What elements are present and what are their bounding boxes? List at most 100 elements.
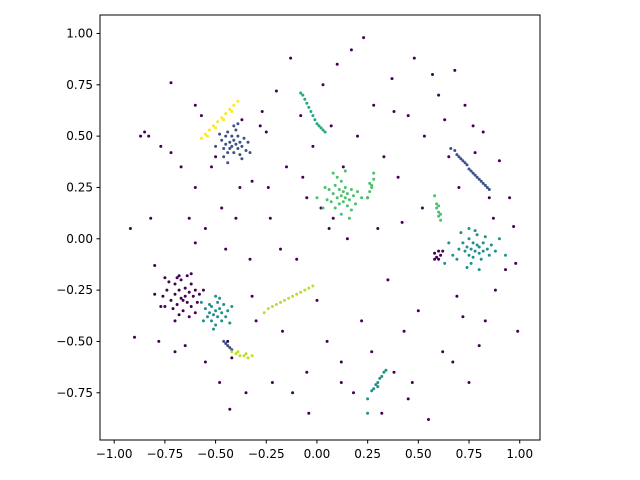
data-point bbox=[341, 165, 345, 169]
data-point bbox=[329, 200, 333, 204]
data-point bbox=[384, 368, 388, 372]
data-point bbox=[475, 175, 479, 179]
data-point bbox=[366, 397, 370, 401]
data-point bbox=[232, 124, 236, 128]
data-point bbox=[203, 132, 207, 136]
data-point bbox=[234, 142, 238, 146]
data-point bbox=[481, 181, 485, 185]
data-point bbox=[323, 130, 327, 134]
data-point bbox=[303, 288, 307, 292]
data-point bbox=[343, 196, 347, 200]
data-point bbox=[469, 247, 473, 251]
data-point bbox=[465, 163, 469, 167]
data-point bbox=[193, 288, 197, 292]
data-point bbox=[356, 134, 359, 138]
data-point bbox=[487, 188, 491, 191]
data-point bbox=[475, 243, 479, 247]
data-point bbox=[214, 144, 218, 148]
data-point bbox=[305, 101, 309, 105]
data-point bbox=[212, 327, 215, 331]
data-point bbox=[266, 307, 270, 311]
data-point bbox=[341, 190, 345, 194]
data-point bbox=[303, 97, 307, 101]
data-point bbox=[347, 216, 351, 220]
data-point bbox=[203, 360, 207, 364]
data-point bbox=[315, 122, 319, 126]
data-point bbox=[382, 370, 386, 374]
data-point bbox=[311, 144, 315, 148]
data-point bbox=[315, 298, 319, 302]
data-point bbox=[451, 253, 455, 257]
data-point bbox=[392, 370, 396, 374]
data-point bbox=[349, 48, 353, 52]
data-point bbox=[214, 294, 218, 298]
data-point bbox=[218, 132, 222, 136]
data-point bbox=[504, 268, 507, 272]
data-point bbox=[226, 339, 230, 343]
data-point bbox=[279, 247, 282, 251]
series-4 bbox=[315, 169, 443, 222]
data-point bbox=[187, 290, 191, 294]
data-point bbox=[173, 292, 177, 296]
data-point bbox=[479, 179, 483, 183]
data-point bbox=[325, 198, 329, 202]
data-point bbox=[345, 192, 349, 196]
data-point bbox=[301, 93, 305, 97]
data-point bbox=[396, 175, 400, 179]
data-point bbox=[311, 284, 315, 288]
data-point bbox=[220, 116, 224, 120]
data-point bbox=[333, 183, 337, 187]
data-point bbox=[236, 147, 240, 150]
data-point bbox=[467, 381, 471, 384]
data-point bbox=[226, 151, 230, 155]
data-point bbox=[374, 383, 378, 387]
data-point bbox=[386, 278, 390, 282]
data-point bbox=[339, 194, 343, 198]
data-point bbox=[455, 153, 459, 157]
data-point bbox=[244, 391, 248, 395]
data-point bbox=[246, 356, 250, 360]
data-point bbox=[287, 296, 291, 300]
data-point bbox=[331, 171, 335, 175]
data-point bbox=[193, 186, 197, 189]
data-point bbox=[441, 350, 445, 354]
data-point bbox=[481, 241, 485, 245]
data-point bbox=[185, 274, 189, 278]
data-point bbox=[281, 329, 284, 333]
data-point bbox=[457, 186, 461, 189]
data-point bbox=[321, 128, 325, 132]
data-point bbox=[163, 305, 167, 308]
data-point bbox=[246, 140, 250, 144]
data-point bbox=[299, 290, 303, 294]
data-point bbox=[337, 188, 341, 191]
data-point bbox=[222, 147, 226, 150]
y-tick-label: 0.75 bbox=[66, 78, 93, 92]
data-point bbox=[307, 286, 311, 290]
data-point bbox=[461, 315, 465, 319]
data-point bbox=[153, 292, 157, 296]
data-point bbox=[224, 112, 228, 116]
y-tick-label: 1.00 bbox=[66, 26, 93, 40]
data-point bbox=[210, 165, 213, 169]
data-point bbox=[400, 220, 404, 224]
x-tick-label: 0.50 bbox=[405, 447, 432, 461]
data-point bbox=[368, 181, 372, 185]
data-point bbox=[471, 124, 475, 128]
data-point bbox=[345, 204, 349, 208]
data-point bbox=[305, 370, 309, 374]
data-point bbox=[493, 249, 497, 253]
data-point bbox=[183, 294, 187, 298]
data-point bbox=[208, 128, 211, 132]
data-point bbox=[230, 356, 234, 360]
data-point bbox=[467, 227, 471, 230]
data-point bbox=[337, 202, 341, 206]
data-point bbox=[356, 190, 359, 194]
data-point bbox=[238, 186, 242, 189]
data-point bbox=[313, 118, 317, 122]
data-point bbox=[352, 194, 355, 198]
data-point bbox=[473, 151, 477, 155]
data-point bbox=[431, 73, 434, 76]
data-point bbox=[234, 352, 238, 356]
data-point bbox=[169, 151, 173, 155]
